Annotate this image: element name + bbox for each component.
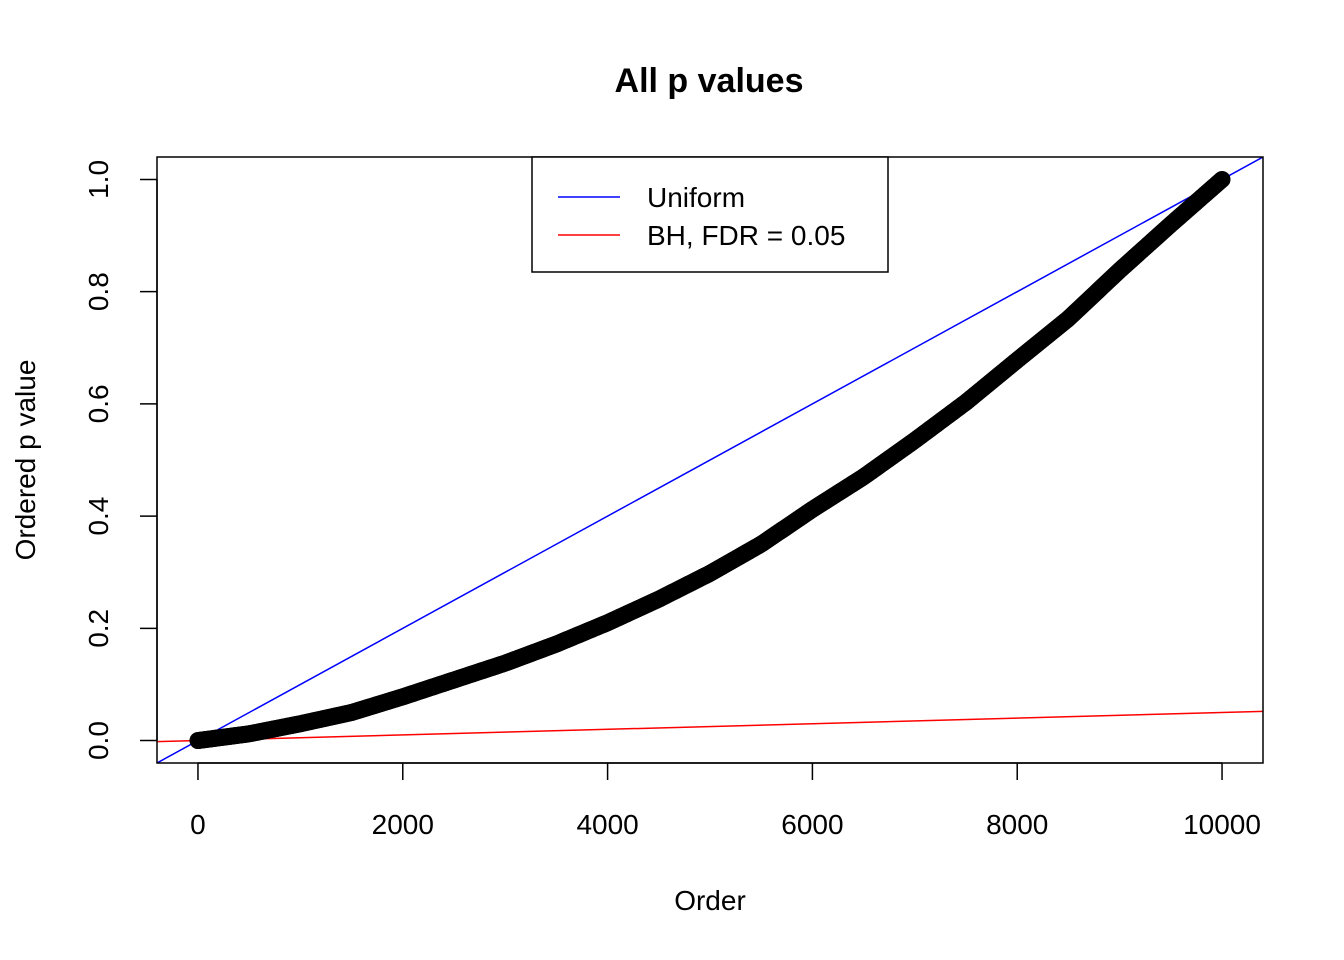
- x-tick-label: 6000: [781, 809, 843, 840]
- y-tick-label: 0.4: [83, 497, 114, 536]
- legend-label-bh: BH, FDR = 0.05: [647, 220, 845, 251]
- abline-bh-fdr-0-05: [157, 710, 1263, 743]
- y-tick-label: 0.8: [83, 272, 114, 311]
- y-tick-label: 0.2: [83, 609, 114, 648]
- y-tick-label: 0.0: [83, 721, 114, 760]
- chart-title: All p values: [615, 62, 804, 100]
- y-axis-label: Ordered p value: [10, 360, 41, 561]
- x-tick-label: 4000: [576, 809, 638, 840]
- x-tick-label: 0: [190, 809, 206, 840]
- reference-lines: [157, 157, 1263, 763]
- x-tick-label: 10000: [1183, 809, 1261, 840]
- data-points: [189, 170, 1231, 750]
- data-point: [1213, 170, 1231, 188]
- x-tick-label: 8000: [986, 809, 1048, 840]
- legend-box: [531, 156, 889, 273]
- y-axis: 0.0 0.2 0.4 0.6 0.8 1.0: [83, 160, 158, 760]
- legend: Uniform BH, FDR = 0.05: [531, 156, 889, 273]
- x-axis: 0 2000 4000 6000 8000 10000: [190, 762, 1261, 840]
- y-tick-label: 1.0: [83, 160, 114, 199]
- legend-label-uniform: Uniform: [647, 182, 745, 213]
- x-axis-label: Order: [674, 885, 746, 916]
- x-tick-label: 2000: [372, 809, 434, 840]
- abline-uniform: [157, 157, 1263, 763]
- y-tick-label: 0.6: [83, 384, 114, 423]
